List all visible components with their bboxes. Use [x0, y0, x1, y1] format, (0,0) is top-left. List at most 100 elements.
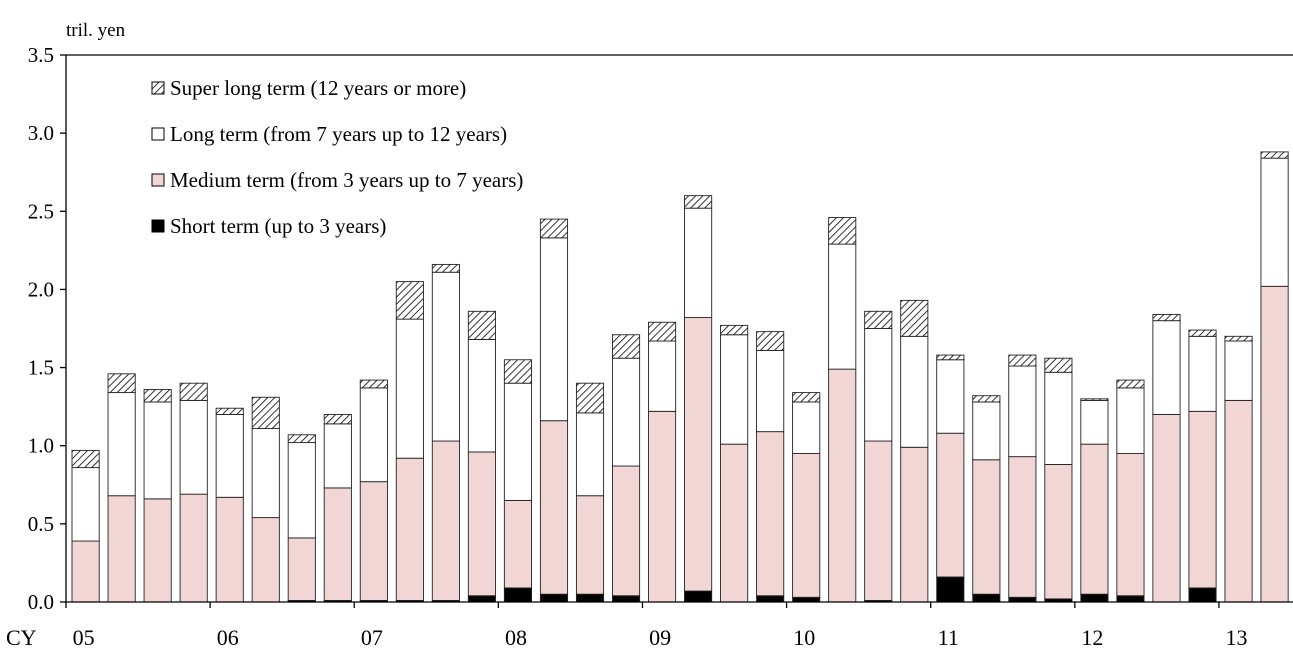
y-tick-label: 2.0 [28, 277, 54, 301]
bar-super-29 [1116, 379, 1145, 389]
bar-long-32 [1224, 340, 1253, 401]
bar-long-0 [71, 467, 100, 542]
bar-medium-20 [792, 453, 821, 598]
bar-super-9 [395, 281, 424, 320]
bar-medium-13 [539, 420, 569, 595]
bar-medium-2 [143, 498, 172, 603]
bar-long-8 [359, 387, 388, 483]
bar-long-15 [611, 357, 641, 467]
bar-long-33 [1260, 157, 1289, 287]
bar-long-7 [323, 423, 352, 489]
bar-medium-29 [1116, 453, 1145, 597]
bar-medium-3 [179, 493, 208, 603]
bar-super-12 [503, 359, 533, 384]
bar-long-6 [287, 442, 316, 539]
bar-medium-17 [684, 317, 713, 592]
y-tick-label: 3.0 [28, 121, 54, 145]
year-label: 06 [217, 625, 239, 650]
bar-long-9 [395, 318, 424, 459]
bar-medium-15 [611, 465, 641, 597]
y-tick-label: 1.0 [28, 434, 54, 458]
bar-medium-33 [1260, 285, 1289, 603]
bar-medium-14 [575, 495, 605, 595]
bar-short-13 [539, 593, 569, 603]
bar-medium-5 [251, 517, 280, 603]
legend-swatch-long [151, 127, 165, 141]
bar-long-2 [143, 401, 172, 500]
year-label: 10 [793, 625, 815, 650]
bar-medium-27 [1044, 464, 1073, 600]
bar-super-16 [648, 321, 677, 342]
bar-long-14 [575, 412, 605, 497]
bar-long-11 [467, 338, 496, 453]
bar-long-29 [1116, 387, 1145, 454]
bar-super-22 [864, 310, 893, 329]
bar-super-33 [1260, 151, 1289, 159]
bar-medium-1 [107, 495, 136, 603]
bar-super-20 [792, 392, 821, 403]
bar-medium-16 [648, 410, 677, 603]
legend-swatch-super [151, 81, 165, 95]
bar-short-15 [611, 595, 641, 603]
bar-super-5 [251, 396, 280, 429]
x-axis: 05 06 07 08 09 10 11 12 13 [65, 601, 1293, 650]
bars-group [71, 151, 1289, 603]
bar-short-28 [1080, 593, 1109, 603]
y-tick-label: 0.5 [28, 512, 54, 536]
bar-long-22 [864, 328, 893, 442]
bar-long-26 [1008, 365, 1037, 458]
bar-short-19 [756, 595, 785, 603]
year-label: 08 [505, 625, 527, 650]
bar-super-24 [936, 354, 965, 361]
bar-super-11 [467, 310, 496, 340]
bar-super-6 [287, 434, 316, 444]
bar-long-19 [756, 349, 785, 433]
bar-long-16 [648, 340, 677, 412]
bar-short-11 [467, 595, 496, 603]
legend-label-long: Long term (from 7 years up to 12 years) [170, 122, 507, 146]
bar-medium-4 [215, 496, 244, 603]
bar-super-10 [431, 263, 460, 273]
bar-short-31 [1188, 587, 1217, 603]
bar-super-2 [143, 389, 172, 403]
bar-long-23 [900, 335, 929, 448]
bar-medium-26 [1008, 456, 1037, 598]
bar-medium-25 [972, 459, 1001, 595]
bar-long-12 [503, 382, 533, 501]
bar-long-21 [828, 243, 857, 370]
bar-long-27 [1044, 371, 1073, 465]
bar-medium-32 [1224, 399, 1253, 603]
legend-label-short: Short term (up to 3 years) [170, 214, 386, 238]
bar-super-31 [1188, 329, 1217, 337]
bar-medium-24 [936, 432, 965, 578]
bar-long-17 [684, 207, 713, 319]
y-tick-label: 3.5 [28, 43, 54, 67]
legend-swatch-medium [151, 173, 165, 187]
bar-short-24 [936, 576, 965, 603]
bar-super-26 [1008, 354, 1037, 367]
year-label: 13 [1226, 625, 1248, 650]
bar-short-25 [972, 593, 1001, 603]
bar-long-28 [1080, 399, 1109, 445]
bar-super-17 [684, 195, 713, 209]
bar-super-18 [720, 324, 749, 336]
unit-label: tril. yen [66, 20, 126, 41]
bar-long-20 [792, 401, 821, 454]
year-label: 07 [361, 625, 383, 650]
year-label: 05 [73, 625, 95, 650]
bar-long-25 [972, 401, 1001, 461]
bar-super-27 [1044, 357, 1073, 373]
y-tick-label: 0.0 [28, 590, 54, 614]
legend-label-super: Super long term (12 years or more) [170, 76, 466, 100]
bar-super-32 [1224, 335, 1253, 342]
bar-short-20 [792, 596, 821, 603]
bar-medium-18 [720, 443, 749, 603]
bar-long-5 [251, 428, 280, 519]
bar-medium-30 [1152, 414, 1181, 603]
bar-super-21 [828, 217, 857, 245]
bar-short-17 [684, 590, 713, 603]
bar-medium-21 [828, 368, 857, 603]
bar-medium-12 [503, 499, 533, 589]
bar-medium-19 [756, 431, 785, 597]
